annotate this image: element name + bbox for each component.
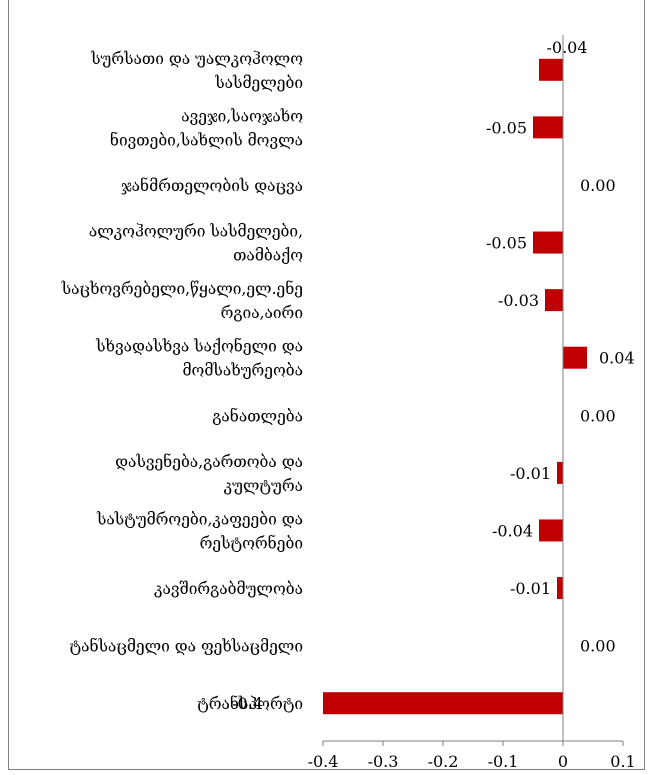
category-label: კავშირგაბმულობა (154, 580, 303, 598)
category-label: განათლება (212, 407, 303, 425)
x-tick-label: -0.3 (368, 752, 399, 771)
category-label: ავეჯი,საოჯახო ნივთები,სახლის მოვლა (110, 107, 303, 149)
bar (545, 289, 563, 312)
bar (533, 116, 563, 139)
category-label: დასვენება,გართობა და კულტურა (115, 453, 303, 495)
bar (563, 346, 587, 369)
bar (323, 692, 563, 715)
bar-chart: -0.4 -0.3 -0.2 -0.1 0 0.1 -0.04 სურსათი და უალ… (61, 35, 636, 771)
data-label: -0.04 (492, 521, 533, 540)
bar (539, 519, 563, 542)
data-label: 0.00 (580, 176, 616, 195)
chart-area: -0.4 -0.3 -0.2 -0.1 0 0.1 -0.04 სურსათი და უალ… (8, 0, 645, 771)
category-label: სხვადასხვა საქონელი და მომსახურეობა (95, 338, 303, 380)
x-tick-label: -0.2 (428, 752, 459, 771)
x-tick-label: -0.4 (308, 752, 339, 771)
data-label: 0.00 (580, 406, 616, 425)
category-label: ჯანმრთელობის დაცვა (121, 177, 303, 195)
bar (557, 577, 563, 600)
x-tick-label: 0 (558, 752, 568, 771)
category-label: ტანსაცმელი და ფეხსაცმელი (70, 638, 303, 656)
data-label: -0.05 (486, 234, 527, 253)
category-label: სურსათი და უალკოჰოლო სასმელები (90, 50, 303, 92)
category-label: სასტუმროები,კაფეები და რესტორნები (96, 510, 303, 552)
data-label: -0.03 (498, 291, 539, 310)
category-label: საცხოვრებელი,წყალი,ელ.ენე რგია,აირი (61, 280, 303, 322)
data-label: -0.01 (510, 464, 551, 483)
data-label: 0.00 (580, 637, 616, 656)
bar (539, 58, 563, 81)
data-label: -0.01 (510, 579, 551, 598)
x-tick-label: -0.1 (488, 752, 519, 771)
bar (557, 461, 563, 484)
data-label: -0.4 (232, 694, 263, 713)
category-label: ალკოჰოლური სასმელები, თამბაქო (89, 223, 303, 265)
category-label: ტრანსპორტი (197, 695, 303, 713)
x-tick-label: 0.1 (610, 752, 635, 771)
data-label: -0.05 (486, 118, 527, 137)
bar (533, 231, 563, 254)
data-label: -0.04 (546, 38, 587, 57)
data-label: 0.04 (599, 349, 635, 368)
